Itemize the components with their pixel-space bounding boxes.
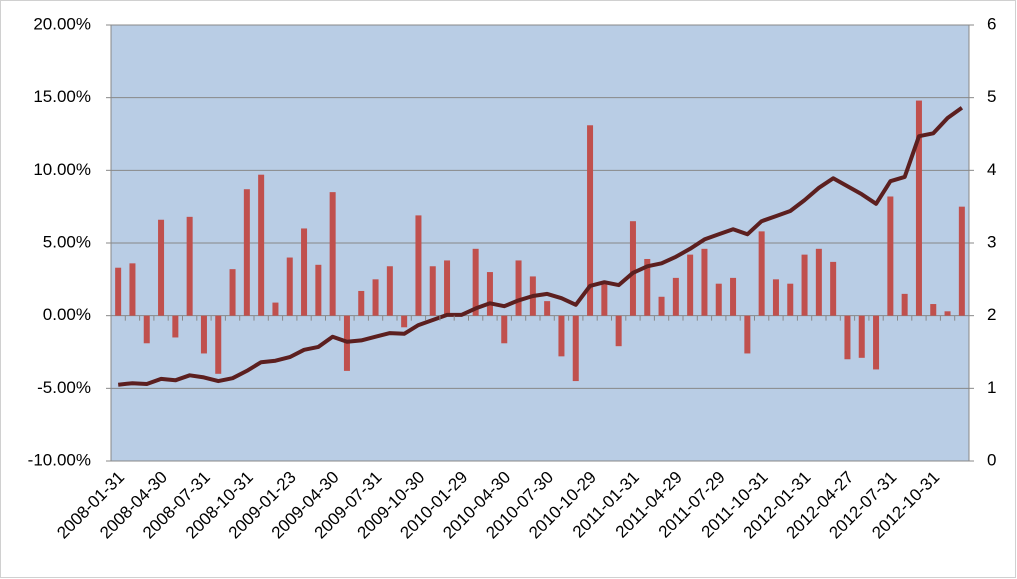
bar — [472, 248, 479, 316]
bar — [329, 192, 336, 316]
bar — [272, 302, 279, 316]
bar — [873, 315, 880, 370]
bar — [515, 260, 522, 316]
bar — [258, 174, 265, 316]
bar — [887, 196, 894, 316]
bar — [286, 257, 293, 316]
y2-tick-label: 3 — [987, 232, 996, 251]
bar — [429, 266, 436, 316]
y2-tick-label: 2 — [987, 305, 996, 324]
bar — [587, 125, 594, 316]
bar — [601, 283, 608, 316]
bar — [644, 258, 651, 316]
line — [117, 106, 964, 387]
bar — [672, 277, 679, 316]
bar — [243, 189, 250, 316]
y-tick-label: 5.00% — [43, 232, 91, 251]
bar — [200, 315, 207, 354]
bar — [844, 315, 851, 360]
y2-tick-label: 1 — [987, 378, 996, 397]
y-tick-label: 15.00% — [33, 87, 91, 106]
bar — [858, 315, 865, 358]
bar — [372, 279, 379, 316]
bar — [715, 283, 722, 316]
bar — [172, 315, 179, 338]
bar — [901, 293, 908, 316]
y-tick-label: 10.00% — [33, 160, 91, 179]
bar — [558, 315, 565, 357]
bar — [730, 277, 737, 316]
y-tick-label: -10.00% — [28, 450, 91, 469]
bar — [615, 315, 622, 347]
bar — [958, 206, 965, 316]
bar — [315, 264, 322, 316]
bar — [744, 315, 751, 354]
bar — [229, 269, 236, 316]
y-tick-label: 20.00% — [33, 14, 91, 33]
y-tick-label: 0.00% — [43, 305, 91, 324]
bar — [358, 290, 365, 316]
bar — [758, 231, 765, 316]
y2-tick-label: 6 — [987, 14, 996, 33]
bar — [930, 304, 937, 316]
bar — [830, 261, 837, 316]
bar — [415, 215, 422, 316]
bar — [687, 254, 694, 316]
bar — [772, 279, 779, 316]
bar — [544, 301, 551, 316]
bar — [301, 228, 308, 316]
bar — [658, 296, 665, 316]
y2-tick-label: 4 — [987, 160, 996, 179]
bar — [501, 315, 508, 344]
bar — [915, 100, 922, 316]
y2-tick-label: 0 — [987, 450, 996, 469]
bar — [386, 266, 393, 316]
bar — [572, 315, 579, 382]
bar — [944, 311, 951, 316]
bar — [787, 283, 794, 316]
bar — [815, 248, 822, 316]
bar — [129, 263, 136, 316]
bar — [158, 219, 165, 316]
y-tick-label: -5.00% — [37, 378, 91, 397]
bar — [629, 221, 636, 316]
bar — [486, 272, 493, 316]
bar — [186, 216, 193, 316]
bar — [801, 254, 808, 316]
bar — [401, 315, 408, 328]
y2-tick-label: 5 — [987, 87, 996, 106]
bar — [701, 248, 708, 316]
bar — [143, 315, 150, 344]
bar — [115, 267, 122, 316]
bar — [444, 260, 451, 316]
bar — [215, 315, 222, 374]
